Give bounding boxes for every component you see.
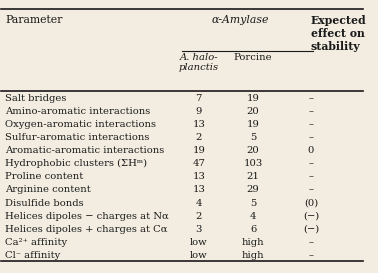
Text: Oxygen-aromatic interactions: Oxygen-aromatic interactions — [5, 120, 156, 129]
Text: 19: 19 — [246, 120, 259, 129]
Text: high: high — [242, 238, 264, 247]
Text: Parameter: Parameter — [5, 15, 62, 25]
Text: 5: 5 — [250, 133, 256, 142]
Text: 4: 4 — [195, 198, 202, 207]
Text: –: – — [308, 94, 313, 103]
Text: –: – — [308, 185, 313, 194]
Text: A. halo-
planctis: A. halo- planctis — [179, 53, 219, 72]
Text: 21: 21 — [246, 172, 259, 181]
Text: (−): (−) — [303, 225, 319, 234]
Text: 2: 2 — [195, 212, 202, 221]
Text: 6: 6 — [250, 225, 256, 234]
Text: 13: 13 — [192, 172, 205, 181]
Text: 103: 103 — [243, 159, 263, 168]
Text: 20: 20 — [247, 146, 259, 155]
Text: –: – — [308, 251, 313, 260]
Text: –: – — [308, 133, 313, 142]
Text: –: – — [308, 159, 313, 168]
Text: Sulfur-aromatic interactions: Sulfur-aromatic interactions — [5, 133, 149, 142]
Text: Cl⁻ affinity: Cl⁻ affinity — [5, 251, 60, 260]
Text: –: – — [308, 107, 313, 116]
Text: 5: 5 — [250, 198, 256, 207]
Text: Proline content: Proline content — [5, 172, 83, 181]
Text: 19: 19 — [246, 94, 259, 103]
Text: Salt bridges: Salt bridges — [5, 94, 67, 103]
Text: Expected
effect on
stability: Expected effect on stability — [311, 15, 367, 52]
Text: Helices dipoles − charges at Nα: Helices dipoles − charges at Nα — [5, 212, 169, 221]
Text: Arginine content: Arginine content — [5, 185, 91, 194]
Text: Amino-aromatic interactions: Amino-aromatic interactions — [5, 107, 150, 116]
Text: –: – — [308, 120, 313, 129]
Text: Porcine: Porcine — [234, 53, 272, 62]
Text: Disulfide bonds: Disulfide bonds — [5, 198, 84, 207]
Text: (−): (−) — [303, 212, 319, 221]
Text: 13: 13 — [192, 120, 205, 129]
Text: –: – — [308, 172, 313, 181]
Text: 9: 9 — [195, 107, 202, 116]
Text: Helices dipoles + charges at Cα: Helices dipoles + charges at Cα — [5, 225, 167, 234]
Text: (0): (0) — [304, 198, 318, 207]
Text: 47: 47 — [192, 159, 205, 168]
Text: 4: 4 — [250, 212, 256, 221]
Text: 2: 2 — [195, 133, 202, 142]
Text: 3: 3 — [195, 225, 202, 234]
Text: –: – — [308, 238, 313, 247]
Text: 7: 7 — [195, 94, 202, 103]
Text: 13: 13 — [192, 185, 205, 194]
Text: low: low — [190, 238, 208, 247]
Text: Hydrophobic clusters (ΣHᵐ): Hydrophobic clusters (ΣHᵐ) — [5, 159, 147, 168]
Text: Aromatic-aromatic interactions: Aromatic-aromatic interactions — [5, 146, 164, 155]
Text: high: high — [242, 251, 264, 260]
Text: α-Amylase: α-Amylase — [212, 15, 269, 25]
Text: 19: 19 — [192, 146, 205, 155]
Text: 29: 29 — [247, 185, 259, 194]
Text: 20: 20 — [247, 107, 259, 116]
Text: Ca²⁺ affinity: Ca²⁺ affinity — [5, 238, 67, 247]
Text: low: low — [190, 251, 208, 260]
Text: 0: 0 — [308, 146, 314, 155]
